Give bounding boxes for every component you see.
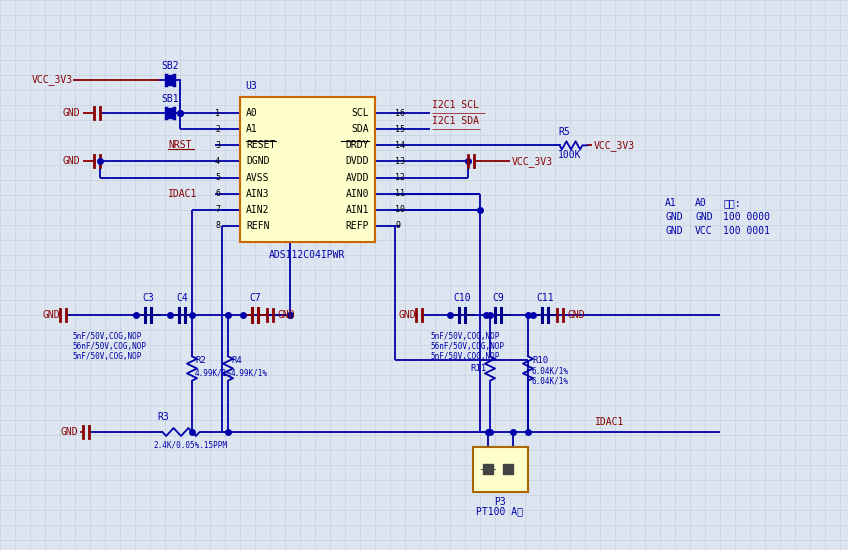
Text: 56nF/50V,COG,NOP: 56nF/50V,COG,NOP <box>72 342 146 351</box>
Text: U3: U3 <box>245 81 257 91</box>
Text: - +: - + <box>479 464 497 474</box>
Text: VCC_3V3: VCC_3V3 <box>32 75 73 85</box>
Text: 100K: 100K <box>558 150 582 161</box>
Text: R2: R2 <box>195 356 206 365</box>
Text: A0: A0 <box>246 108 258 118</box>
Text: 56nF/50V,COG,NOP: 56nF/50V,COG,NOP <box>430 342 504 351</box>
Text: DVDD: DVDD <box>345 156 369 167</box>
Text: C7: C7 <box>249 293 261 303</box>
Text: REFP: REFP <box>345 221 369 231</box>
Text: 5nF/50V,COG,NOP: 5nF/50V,COG,NOP <box>72 332 142 341</box>
Text: 10: 10 <box>395 205 405 214</box>
Text: C4: C4 <box>176 293 188 303</box>
Bar <box>166 108 174 118</box>
Text: REFN: REFN <box>246 221 270 231</box>
Text: 5nF/50V,COG,NOP: 5nF/50V,COG,NOP <box>72 352 142 361</box>
Text: GND: GND <box>665 226 683 236</box>
Text: GND: GND <box>63 156 80 167</box>
Text: GND: GND <box>42 310 60 320</box>
Text: 5nF/50V,COG,NOP: 5nF/50V,COG,NOP <box>430 352 499 361</box>
Text: 7: 7 <box>215 205 220 214</box>
Text: 2: 2 <box>215 125 220 134</box>
Text: PT100 A级: PT100 A级 <box>477 506 523 516</box>
Text: NRST: NRST <box>168 140 192 150</box>
Text: 6: 6 <box>215 189 220 198</box>
Text: 12: 12 <box>395 173 405 182</box>
Text: AVSS: AVSS <box>246 173 270 183</box>
Bar <box>473 447 528 492</box>
Text: IDAC1: IDAC1 <box>168 189 198 199</box>
Text: SB1: SB1 <box>161 94 179 104</box>
Text: A1: A1 <box>246 124 258 134</box>
Bar <box>240 97 375 242</box>
Text: VCC_3V3: VCC_3V3 <box>594 140 635 151</box>
Text: 4.99K/1%: 4.99K/1% <box>195 369 232 378</box>
Text: AIN2: AIN2 <box>246 205 270 215</box>
Text: A1: A1 <box>665 198 677 208</box>
Text: 4.99K/1%: 4.99K/1% <box>231 369 268 378</box>
Text: 1: 1 <box>215 108 220 118</box>
Text: R11: R11 <box>470 364 486 373</box>
Text: 11: 11 <box>395 189 405 198</box>
Text: AIN3: AIN3 <box>246 189 270 199</box>
Text: C11: C11 <box>536 293 554 303</box>
Text: 5nF/50V,COG,NOP: 5nF/50V,COG,NOP <box>430 332 499 341</box>
Text: 8: 8 <box>215 222 220 230</box>
Text: GND: GND <box>277 310 294 320</box>
Text: I2C1 SDA: I2C1 SDA <box>432 116 479 126</box>
Text: 15: 15 <box>395 125 405 134</box>
Text: DGND: DGND <box>246 156 270 167</box>
Text: GND: GND <box>63 108 80 118</box>
Text: 14: 14 <box>395 141 405 150</box>
Text: C3: C3 <box>142 293 153 303</box>
Text: AIN0: AIN0 <box>345 189 369 199</box>
Text: ADS112C04IPWR: ADS112C04IPWR <box>269 250 345 260</box>
Text: 16: 16 <box>395 108 405 118</box>
Text: C9: C9 <box>492 293 504 303</box>
Text: GND: GND <box>695 212 712 222</box>
Text: 100 0001: 100 0001 <box>723 226 770 236</box>
Text: R4: R4 <box>231 356 242 365</box>
Text: A0: A0 <box>695 198 706 208</box>
Text: SB2: SB2 <box>161 61 179 71</box>
Text: 5: 5 <box>215 173 220 182</box>
Text: 4: 4 <box>215 157 220 166</box>
Text: C10: C10 <box>453 293 471 303</box>
Text: AVDD: AVDD <box>345 173 369 183</box>
Text: R3: R3 <box>157 412 169 422</box>
Text: GND: GND <box>567 310 584 320</box>
Text: 13: 13 <box>395 157 405 166</box>
Bar <box>166 75 174 85</box>
Text: GND: GND <box>665 212 683 222</box>
Text: 3: 3 <box>215 141 220 150</box>
Text: 100 0000: 100 0000 <box>723 212 770 222</box>
Text: I2C1 SCL: I2C1 SCL <box>432 100 479 110</box>
Text: R10: R10 <box>532 356 548 365</box>
Text: SDA: SDA <box>351 124 369 134</box>
Text: RESET: RESET <box>246 140 276 150</box>
Text: DRDY: DRDY <box>345 140 369 150</box>
Text: GND: GND <box>60 427 78 437</box>
Text: 6.04K/1%: 6.04K/1% <box>532 376 569 385</box>
Text: 6.04K/1%: 6.04K/1% <box>532 367 569 376</box>
Text: R5: R5 <box>558 128 570 138</box>
Text: VCC: VCC <box>695 226 712 236</box>
Text: VCC_3V3: VCC_3V3 <box>512 156 553 167</box>
Text: P3: P3 <box>494 497 506 507</box>
Text: 2.4K/0.05%.15PPM: 2.4K/0.05%.15PPM <box>153 440 227 449</box>
Text: GND: GND <box>399 310 416 320</box>
Text: IDAC1: IDAC1 <box>595 417 624 427</box>
Text: AIN1: AIN1 <box>345 205 369 215</box>
Text: SCL: SCL <box>351 108 369 118</box>
Text: 地址:: 地址: <box>723 198 740 208</box>
Text: 9: 9 <box>395 222 400 230</box>
